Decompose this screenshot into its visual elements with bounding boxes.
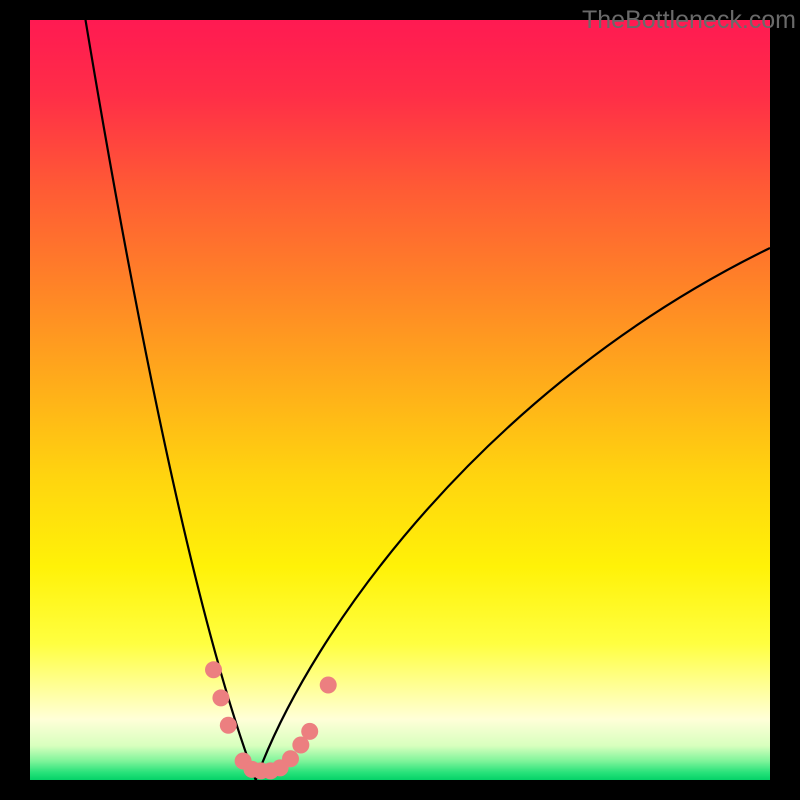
plot-area — [30, 20, 770, 780]
chart-frame — [0, 0, 800, 800]
data-marker — [212, 689, 229, 706]
data-marker — [205, 661, 222, 678]
watermark-text: TheBottleneck.com — [582, 6, 796, 35]
data-marker — [301, 723, 318, 740]
chart-svg — [30, 20, 770, 780]
data-marker — [320, 677, 337, 694]
data-marker — [282, 750, 299, 767]
gradient-background — [30, 20, 770, 780]
data-marker — [220, 717, 237, 734]
